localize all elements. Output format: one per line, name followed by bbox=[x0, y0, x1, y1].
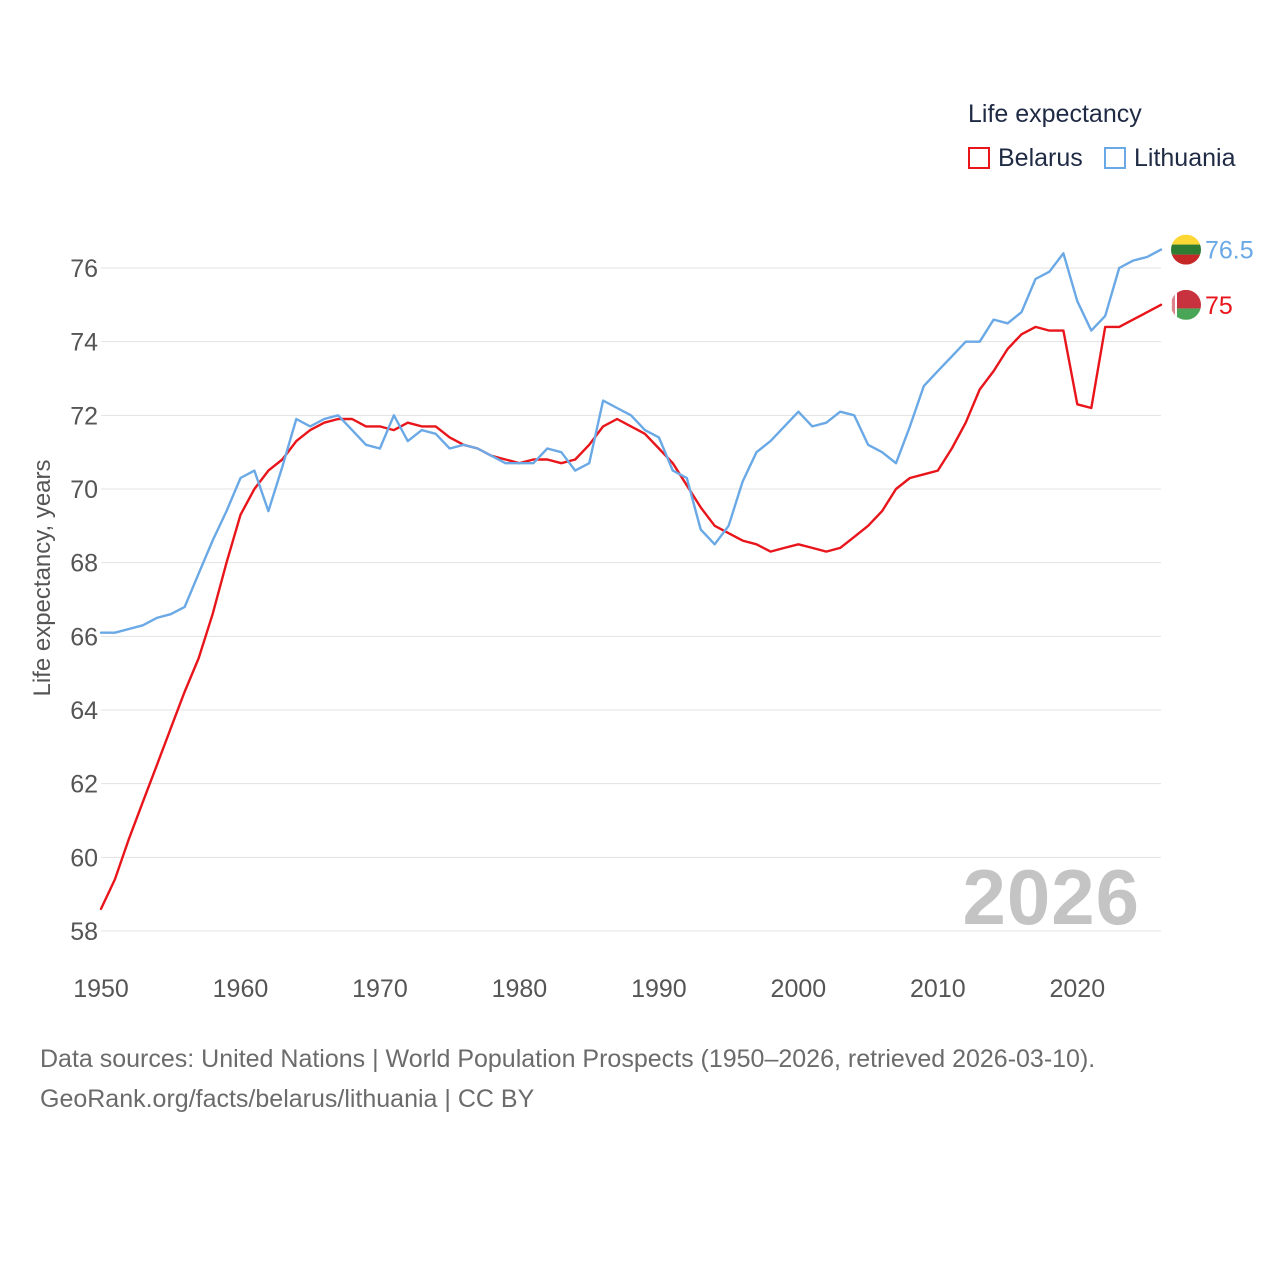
source-line-2: GeoRank.org/facts/belarus/lithuania | CC… bbox=[40, 1085, 535, 1113]
y-tick-label-58: 58 bbox=[70, 918, 98, 946]
legend-swatch-lithuania bbox=[1104, 147, 1126, 169]
y-tick-label-64: 64 bbox=[70, 697, 98, 725]
x-tick-label-1950: 1950 bbox=[73, 975, 129, 1003]
end-label-lithuania: 76.5 bbox=[1205, 237, 1254, 265]
legend-swatch-belarus bbox=[968, 147, 990, 169]
flag-icon-belarus bbox=[1171, 289, 1201, 320]
x-tick-label-2020: 2020 bbox=[1050, 975, 1106, 1003]
y-tick-label-66: 66 bbox=[70, 623, 98, 651]
grid-lines bbox=[101, 267, 1161, 932]
legend-item-belarus[interactable]: Belarus bbox=[968, 143, 1083, 173]
y-tick-label-60: 60 bbox=[70, 844, 98, 872]
x-tick-label-1960: 1960 bbox=[213, 975, 269, 1003]
y-tick-label-72: 72 bbox=[70, 402, 98, 430]
end-markers: 75 76.5 bbox=[1171, 234, 1254, 320]
legend-item-lithuania[interactable]: Lithuania bbox=[1104, 143, 1235, 173]
flag-icon-lithuania bbox=[1171, 234, 1201, 265]
y-tick-label-76: 76 bbox=[70, 255, 98, 283]
series-lines bbox=[99, 248, 1163, 911]
year-watermark: 2026 bbox=[962, 853, 1140, 941]
y-axis-label: Life expectancy, years bbox=[29, 459, 56, 697]
y-tick-label-74: 74 bbox=[70, 329, 98, 357]
x-tick-label-1990: 1990 bbox=[631, 975, 687, 1003]
legend-label-belarus: Belarus bbox=[998, 143, 1083, 172]
y-tick-label-62: 62 bbox=[70, 771, 98, 799]
source-line-1: Data sources: United Nations | World Pop… bbox=[40, 1045, 1096, 1073]
y-tick-label-68: 68 bbox=[70, 550, 98, 578]
series-line-lithuania bbox=[99, 248, 1163, 634]
x-tick-label-2010: 2010 bbox=[910, 975, 966, 1003]
x-tick-labels: 1950 1960 1970 1980 1990 2000 2010 2020 bbox=[73, 975, 1105, 1003]
y-tick-labels: 58 60 62 64 66 68 70 72 74 76 bbox=[70, 255, 98, 946]
end-label-belarus: 75 bbox=[1205, 292, 1233, 320]
legend-label-lithuania: Lithuania bbox=[1134, 143, 1236, 172]
x-tick-label-2000: 2000 bbox=[771, 975, 827, 1003]
x-tick-label-1970: 1970 bbox=[352, 975, 408, 1003]
y-tick-label-70: 70 bbox=[70, 476, 98, 504]
x-tick-label-1980: 1980 bbox=[492, 975, 548, 1003]
series-line-belarus bbox=[99, 303, 1163, 911]
legend-title: Life expectancy bbox=[968, 100, 1142, 128]
